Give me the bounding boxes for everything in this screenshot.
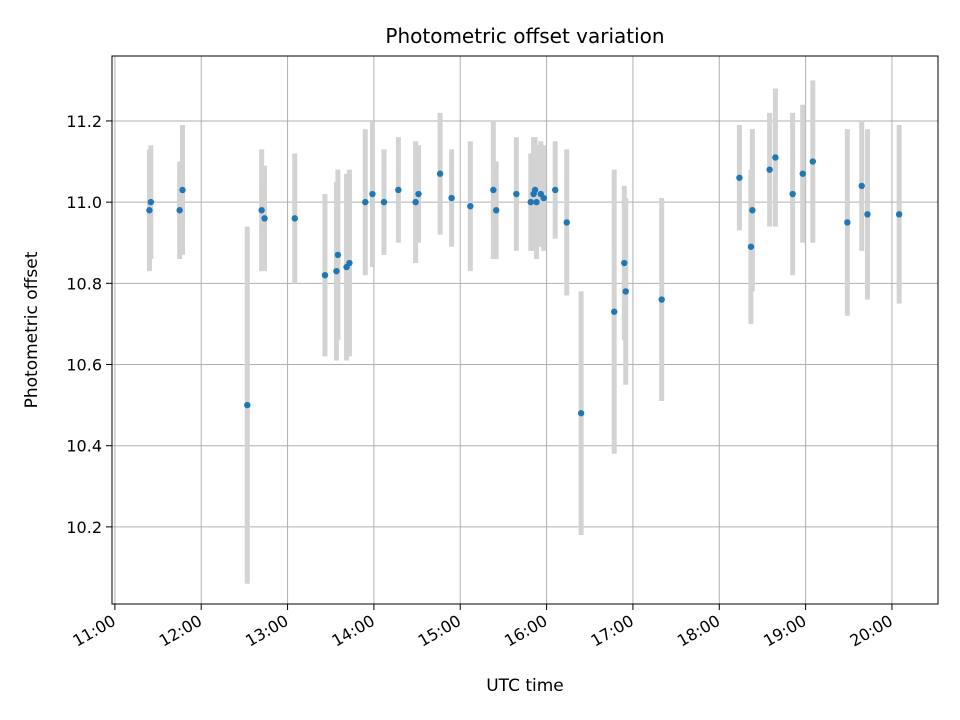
y-tick-label: 10.4	[66, 437, 102, 456]
data-point	[895, 211, 903, 218]
data-point	[531, 186, 539, 194]
data-point	[179, 186, 186, 194]
data-point	[766, 166, 773, 173]
data-point	[362, 198, 369, 206]
x-axis-label: UTC time	[486, 676, 564, 696]
data-point	[772, 154, 779, 161]
data-points	[146, 154, 903, 417]
data-point	[321, 272, 329, 279]
plot-frame	[111, 55, 939, 605]
y-tick-label: 10.8	[66, 274, 102, 293]
data-point	[563, 219, 570, 226]
data-point	[527, 198, 534, 206]
data-point	[448, 194, 455, 202]
data-point	[533, 198, 540, 206]
grid	[112, 56, 938, 604]
data-point	[749, 207, 756, 214]
data-point	[146, 207, 153, 214]
data-point	[844, 219, 851, 226]
data-point	[513, 190, 520, 198]
data-point	[346, 259, 353, 267]
data-point	[291, 215, 298, 222]
data-point	[552, 186, 559, 194]
data-point	[147, 198, 155, 206]
data-point	[540, 194, 547, 202]
data-point	[261, 215, 268, 222]
data-point	[490, 186, 497, 194]
data-point	[395, 186, 402, 194]
y-axis-label: Photometric offset	[22, 251, 42, 408]
data-point	[333, 267, 340, 275]
data-point	[864, 211, 871, 218]
y-axis: 10.2 10.4 10.6 10.8 11.0 11.2	[66, 112, 112, 537]
data-point	[176, 207, 183, 214]
data-point	[858, 182, 865, 190]
data-point	[436, 170, 444, 177]
data-point	[412, 198, 419, 206]
chart-title: Photometric offset variation	[385, 24, 664, 48]
y-tick-label: 11.0	[66, 193, 102, 212]
data-point	[809, 158, 817, 165]
data-point	[736, 174, 743, 181]
y-tick-label: 11.2	[66, 112, 102, 131]
y-tick-label: 10.2	[66, 518, 102, 537]
data-point	[467, 202, 474, 210]
data-point	[258, 207, 265, 214]
data-point	[747, 243, 755, 250]
data-point	[622, 288, 629, 295]
data-point	[799, 170, 806, 177]
y-tick-label: 10.6	[66, 356, 102, 375]
data-point	[493, 207, 500, 214]
data-point	[621, 259, 628, 267]
data-point	[658, 296, 665, 303]
data-point	[789, 190, 796, 198]
data-point	[369, 190, 376, 198]
data-point	[380, 198, 388, 206]
data-point	[334, 251, 342, 259]
data-point	[415, 190, 422, 198]
data-point	[611, 308, 618, 315]
data-point	[244, 401, 251, 409]
data-point	[577, 410, 585, 417]
